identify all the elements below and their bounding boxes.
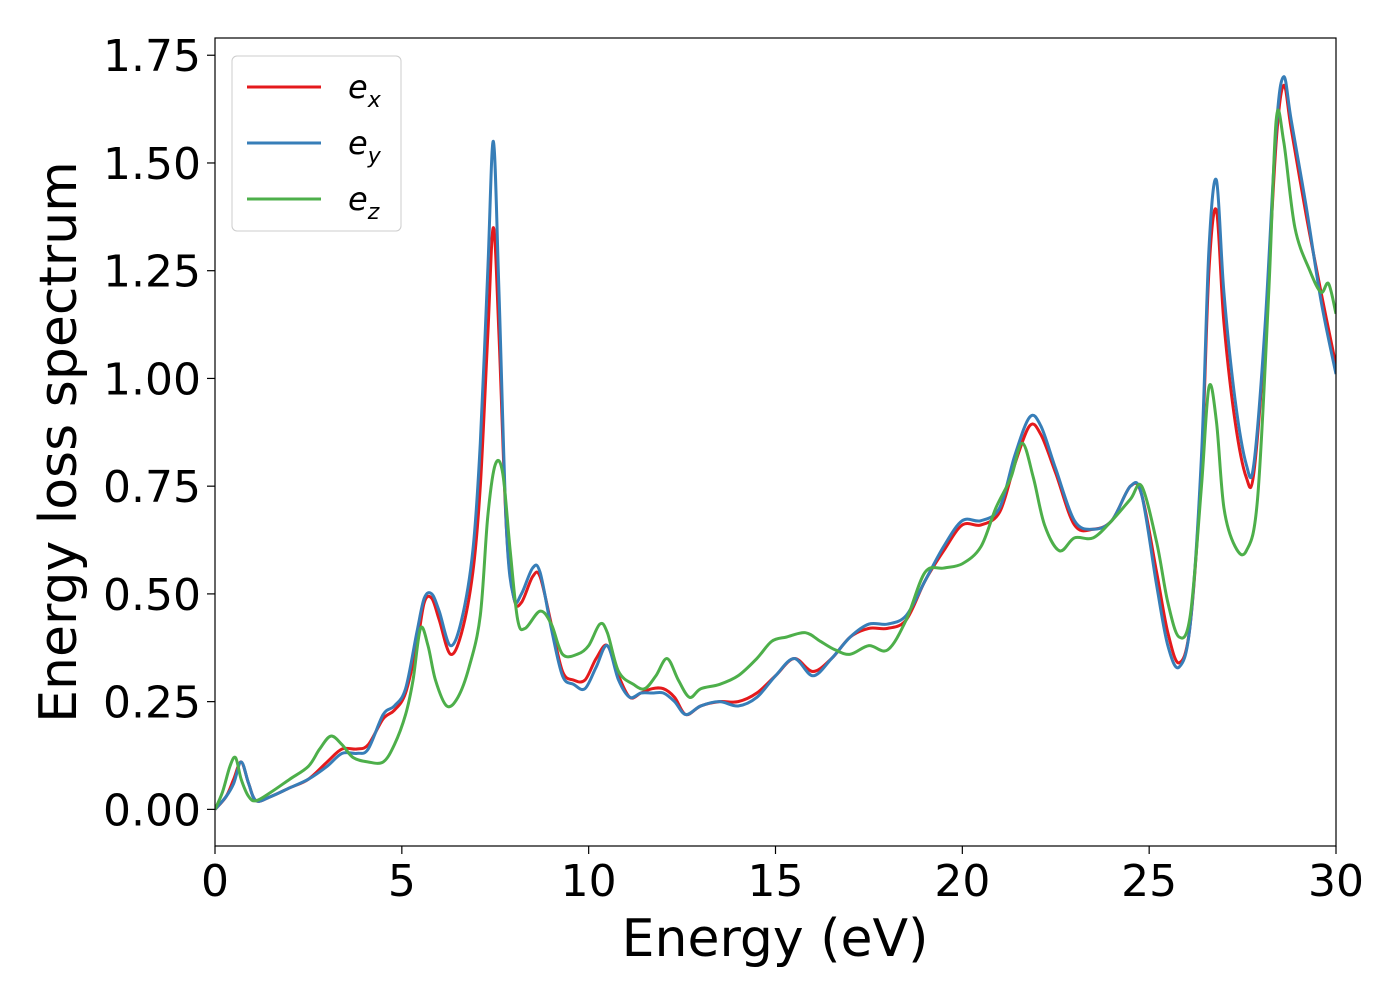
y-tick-label: 0.00	[103, 785, 201, 836]
x-tick-label: 5	[388, 856, 416, 907]
x-tick-label: 30	[1308, 856, 1364, 907]
x-tick-label: 20	[934, 856, 990, 907]
series-line-ez	[215, 108, 1336, 810]
x-axis-label: Energy (eV)	[622, 909, 929, 969]
series-layer	[215, 75, 1336, 811]
legend-label-ex: ex	[348, 68, 382, 113]
x-tick-label: 10	[561, 856, 617, 907]
y-tick-label: 1.50	[103, 139, 201, 190]
series-line-ey	[215, 75, 1336, 811]
x-tick-label: 25	[1121, 856, 1177, 907]
y-tick-label: 1.25	[103, 247, 201, 298]
x-axis: 0 5 10 15 20 25 30	[201, 846, 1364, 907]
legend: ex ey ez	[231, 55, 402, 232]
x-tick-label: 15	[748, 856, 804, 907]
y-tick-label: 0.50	[103, 570, 201, 621]
y-tick-label: 1.00	[103, 354, 201, 405]
y-tick-label: 1.75	[103, 31, 201, 82]
y-tick-label: 0.75	[103, 462, 201, 513]
y-axis-label: Energy loss spectrum	[29, 161, 89, 723]
legend-label-ey: ey	[348, 124, 382, 169]
y-tick-label: 0.25	[103, 678, 201, 729]
x-tick-label: 0	[201, 856, 229, 907]
legend-label-ez: ez	[348, 180, 380, 225]
y-axis: 0.00 0.25 0.50 0.75 1.00 1.25 1.50 1.75	[103, 31, 215, 836]
